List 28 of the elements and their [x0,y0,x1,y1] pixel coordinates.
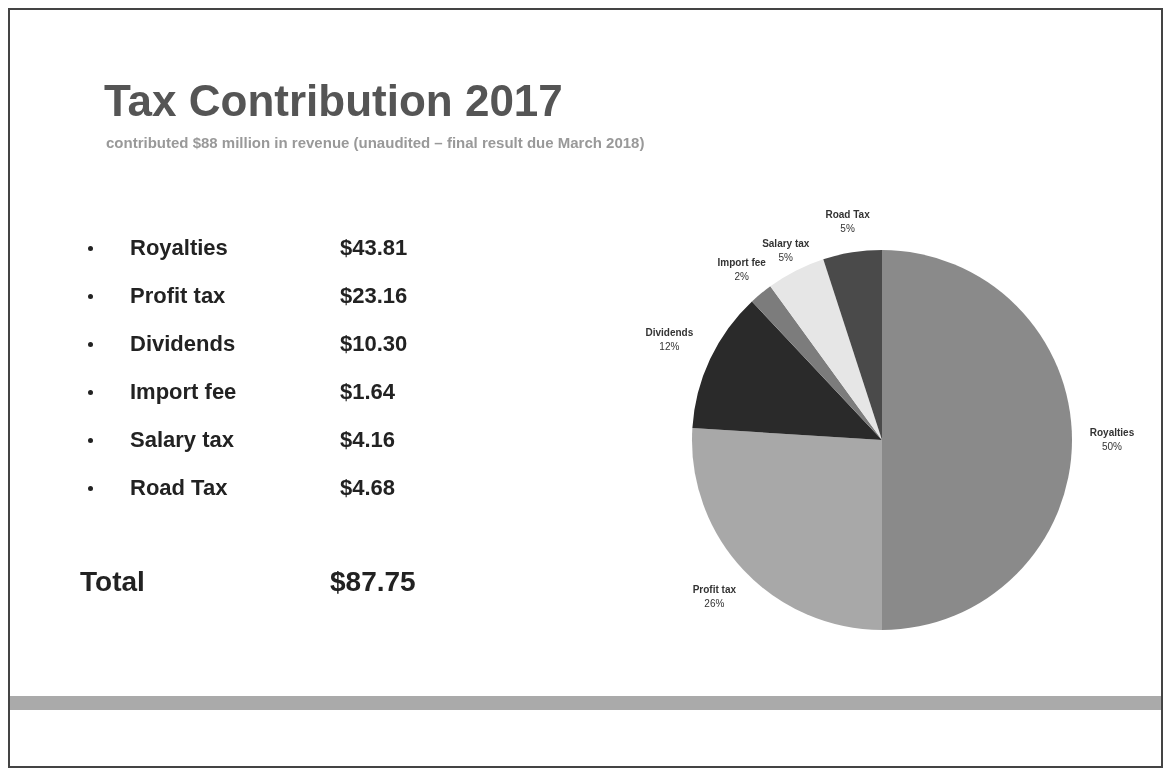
slice-label: Royalties [1089,426,1135,438]
slice-label: Dividends [645,326,694,338]
text: $4.16 [340,427,396,452]
category-label: Royalties [130,235,229,261]
chart-title: Tax Contribution 2017 [104,76,563,126]
category-label: Dividends [130,331,237,357]
text: $23.16 [340,283,408,308]
category-label: Profit tax [130,283,227,309]
category-label: Road Tax [130,475,229,501]
data-label: 12% [659,340,680,352]
text: $1.64 [340,379,396,404]
text: $87.75 [330,566,416,598]
category-label: Import fee [130,379,238,405]
text: Total [80,566,146,598]
data-label: 2% [734,271,750,283]
text: $10.30 [340,331,408,356]
slice-label: Profit tax [692,584,737,596]
data-label: 5% [778,251,794,263]
data-label: 50% [1101,440,1123,452]
text: $43.81 [340,235,408,260]
text: $4.68 [340,475,396,500]
data-label: 26% [704,598,725,610]
slice-label: Salary tax [762,237,810,249]
data-label: 5% [840,223,855,235]
slice-label: Import fee [717,257,767,269]
slice-label: Road Tax [825,209,871,221]
text: contributed $88 million in revenue (unaudited – final result due March 2018) [106,134,645,151]
category-label: Salary tax [130,427,235,453]
